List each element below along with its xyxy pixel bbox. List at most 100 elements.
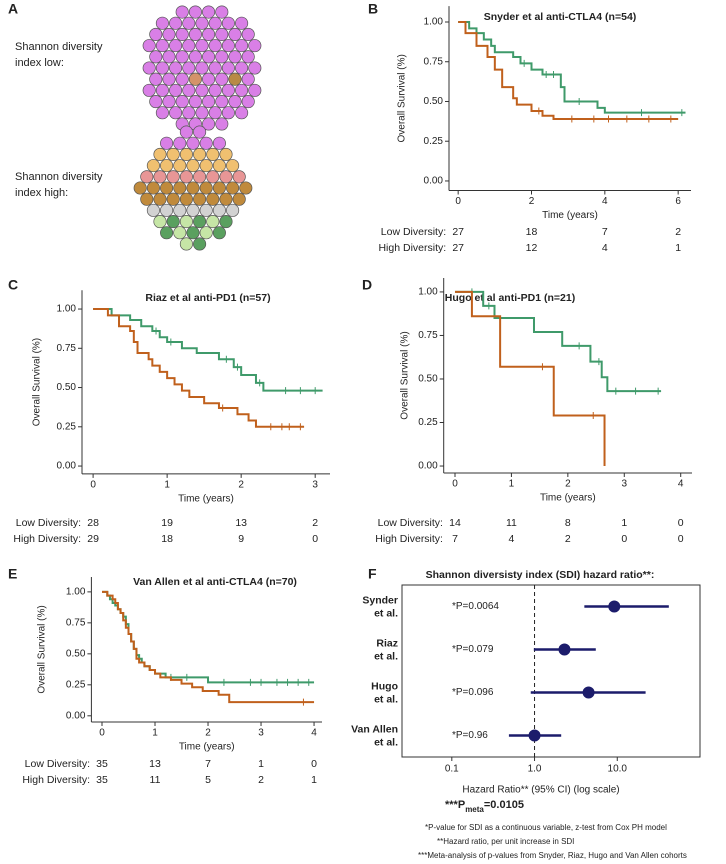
censor-mark bbox=[638, 109, 645, 117]
cell bbox=[182, 61, 196, 75]
censor-mark bbox=[247, 678, 254, 686]
footnote: *P-value for SDI as a continuous variabl… bbox=[425, 823, 667, 832]
risk-count: 0 bbox=[678, 517, 684, 529]
cell bbox=[228, 95, 242, 109]
survival-curve bbox=[93, 308, 323, 392]
cell bbox=[169, 61, 183, 75]
risk-count: 5 bbox=[205, 774, 211, 786]
cell bbox=[166, 192, 180, 206]
cell bbox=[215, 50, 229, 64]
cell bbox=[155, 106, 169, 120]
y-tick-label: 0.25 bbox=[66, 679, 86, 690]
cell bbox=[195, 61, 209, 75]
cell bbox=[195, 39, 209, 53]
cell bbox=[179, 125, 193, 139]
cell bbox=[195, 83, 209, 97]
cell bbox=[215, 117, 229, 131]
cell bbox=[160, 136, 174, 150]
cell bbox=[160, 226, 174, 240]
censor-mark bbox=[295, 678, 302, 686]
y-tick-label: 0.00 bbox=[424, 176, 444, 187]
cell bbox=[155, 39, 169, 53]
censor-mark bbox=[220, 678, 227, 686]
censor-mark bbox=[623, 115, 630, 123]
censor-mark bbox=[286, 423, 293, 431]
risk-row-label: High Diversity: bbox=[22, 774, 90, 786]
cell bbox=[212, 136, 226, 150]
y-tick-label: 1.00 bbox=[66, 587, 86, 598]
censor-mark bbox=[183, 673, 190, 681]
y-tick-label: 1.00 bbox=[57, 304, 77, 315]
cell bbox=[193, 237, 207, 251]
risk-row-label: High Diversity: bbox=[378, 242, 446, 254]
cell bbox=[208, 16, 222, 30]
x-axis-label: Time (years) bbox=[542, 210, 598, 221]
y-tick-label: 0.50 bbox=[66, 648, 86, 659]
cell bbox=[173, 203, 187, 217]
y-tick-label: 0.75 bbox=[418, 330, 438, 341]
meta-p-rest: =0.0105 bbox=[484, 799, 524, 811]
risk-count: 18 bbox=[526, 226, 538, 238]
hazard-ratio-point bbox=[608, 600, 621, 613]
cell bbox=[155, 83, 169, 97]
cell bbox=[199, 203, 213, 217]
cell bbox=[149, 50, 163, 64]
cell bbox=[142, 39, 156, 53]
x-axis-label: Hazard Ratio** (95% CI) (log scale) bbox=[462, 785, 619, 796]
censor-mark bbox=[273, 678, 280, 686]
cell bbox=[195, 106, 209, 120]
cell bbox=[221, 61, 235, 75]
cell bbox=[186, 226, 200, 240]
cell bbox=[248, 39, 262, 53]
cell bbox=[206, 192, 220, 206]
censor-mark bbox=[543, 70, 550, 78]
y-tick-label: 0.75 bbox=[66, 617, 86, 628]
cell bbox=[179, 237, 193, 251]
survival-curve bbox=[454, 290, 661, 393]
x-tick-label: 1 bbox=[164, 480, 170, 491]
footnote: **Hazard ratio, per unit increase in SDI bbox=[437, 837, 574, 846]
x-tick-label: 10.0 bbox=[608, 764, 628, 775]
censor-mark bbox=[576, 342, 583, 350]
cell bbox=[235, 83, 249, 97]
risk-count: 0 bbox=[311, 758, 317, 770]
cell bbox=[140, 192, 154, 206]
censor-mark bbox=[258, 678, 265, 686]
survival-curve bbox=[102, 590, 315, 684]
cell bbox=[188, 95, 202, 109]
cell bbox=[175, 27, 189, 41]
cell bbox=[208, 61, 222, 75]
cell bbox=[179, 215, 193, 229]
cell bbox=[206, 147, 220, 161]
p-value-label: *P=0.079 bbox=[452, 644, 494, 655]
panel-letter: A bbox=[8, 1, 18, 17]
cell bbox=[202, 72, 216, 86]
risk-count: 35 bbox=[96, 758, 108, 770]
x-tick-label: 0 bbox=[99, 728, 105, 739]
cell-clusters bbox=[133, 5, 262, 251]
cell bbox=[232, 170, 246, 184]
cell bbox=[162, 72, 176, 86]
cell bbox=[146, 159, 160, 173]
censor-mark bbox=[297, 423, 304, 431]
plot-frame bbox=[401, 584, 701, 758]
cell bbox=[221, 39, 235, 53]
y-tick-label: 1.00 bbox=[418, 287, 438, 298]
study-label: Synder bbox=[362, 594, 398, 606]
y-tick-label: 0.00 bbox=[418, 461, 438, 472]
chart-title: Snyder et al anti-CTLA4 (n=54) bbox=[484, 11, 637, 23]
cell bbox=[149, 27, 163, 41]
cell bbox=[232, 192, 246, 206]
censor-mark bbox=[219, 404, 226, 412]
risk-count: 19 bbox=[161, 517, 173, 529]
y-tick-label: 0.25 bbox=[418, 417, 438, 428]
hazard-ratio-point bbox=[528, 729, 541, 742]
cell bbox=[202, 27, 216, 41]
risk-count: 35 bbox=[96, 774, 108, 786]
cell bbox=[182, 39, 196, 53]
survival-curve bbox=[93, 308, 305, 428]
cell bbox=[153, 192, 167, 206]
cell bbox=[228, 50, 242, 64]
cell bbox=[166, 147, 180, 161]
